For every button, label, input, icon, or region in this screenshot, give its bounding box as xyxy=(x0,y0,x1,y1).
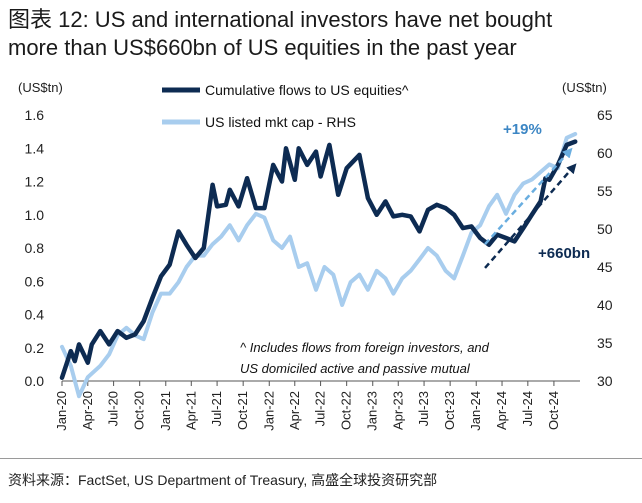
right-tick-label: 40 xyxy=(597,297,613,313)
trend-arrow-mkt-cap xyxy=(484,147,573,246)
source-note: 资料来源：FactSet, US Department of Treasury,… xyxy=(8,472,438,488)
x-tick-label: Jul-21 xyxy=(209,391,224,426)
trend-arrow-flows xyxy=(484,163,577,269)
left-tick-label: 1.0 xyxy=(25,207,45,223)
x-tick-label: Oct-24 xyxy=(546,391,561,430)
chart-title-line-2: more than US$660bn of US equities in the… xyxy=(8,35,517,60)
left-tick-label: 0.0 xyxy=(25,373,45,389)
source-divider xyxy=(0,458,642,459)
line-chart: (US$tn) (US$tn) 0.0 0.2 0.4 0.6 0.8 1.0 1.2 1.4… xyxy=(18,80,613,431)
x-tick-label: Jan-24 xyxy=(468,391,483,431)
footnote-line-2: US domiciled active and passive mutual xyxy=(240,361,471,376)
trend-arrows xyxy=(484,147,577,269)
x-tick-label: Oct-22 xyxy=(339,391,354,430)
right-tick-label: 35 xyxy=(597,335,613,351)
right-axis-ticks: 30 35 40 45 50 55 60 65 xyxy=(597,107,613,389)
left-axis-unit: (US$tn) xyxy=(18,80,63,95)
x-tick-label: Jan-21 xyxy=(158,391,173,431)
x-tick-label: Oct-23 xyxy=(442,391,457,430)
right-tick-label: 65 xyxy=(597,107,613,123)
x-tick-label: Apr-21 xyxy=(183,391,198,430)
footnote-line-1: ^ Includes flows from foreign investors,… xyxy=(240,340,490,355)
annotation-plus-19-percent: +19% xyxy=(503,121,542,138)
left-tick-label: 1.4 xyxy=(25,140,45,156)
series-layer xyxy=(59,132,578,399)
x-tick-label: Apr-22 xyxy=(287,391,302,430)
right-tick-label: 45 xyxy=(597,259,613,275)
right-tick-label: 50 xyxy=(597,221,613,237)
chart-title-line-1: 图表 12: US and international investors ha… xyxy=(8,7,553,32)
legend-label-cumulative-flows: Cumulative flows to US equities^ xyxy=(205,82,409,98)
x-axis: Jan-20 Apr-20 Jul-20 Oct-20 Jan-21 Apr-21 Jul-… xyxy=(54,380,580,431)
x-tick-label: Jul-22 xyxy=(313,391,328,426)
left-axis-ticks: 0.0 0.2 0.4 0.6 0.8 1.0 1.2 1.4 1.6 xyxy=(25,107,45,389)
left-tick-label: 0.2 xyxy=(25,340,45,356)
x-tick-label: Jul-24 xyxy=(520,391,535,426)
x-tick-label: Jan-23 xyxy=(365,391,380,431)
left-tick-label: 1.6 xyxy=(25,107,45,123)
left-tick-label: 0.4 xyxy=(25,307,45,323)
left-tick-label: 1.2 xyxy=(25,174,45,190)
legend-label-mkt-cap: US listed mkt cap - RHS xyxy=(205,114,356,130)
x-tick-label: Oct-21 xyxy=(235,391,250,430)
right-tick-label: 55 xyxy=(597,183,613,199)
left-tick-label: 0.8 xyxy=(25,240,45,256)
x-tick-label: Apr-23 xyxy=(390,391,405,430)
right-axis-unit: (US$tn) xyxy=(562,80,607,95)
series-line-mkt-cap xyxy=(60,132,578,399)
x-tick-label: Jan-22 xyxy=(261,391,276,431)
series-line-cumulative-flows xyxy=(59,139,578,380)
chart-title: 图表 12: US and international investors ha… xyxy=(8,6,638,62)
x-tick-label: Apr-20 xyxy=(80,391,95,430)
x-tick-label: Jan-20 xyxy=(54,391,69,431)
x-tick-label: Oct-20 xyxy=(132,391,147,430)
left-tick-label: 0.6 xyxy=(25,273,45,289)
x-tick-label: Jul-23 xyxy=(416,391,431,426)
right-tick-label: 60 xyxy=(597,145,613,161)
legend: Cumulative flows to US equities^ US list… xyxy=(162,82,409,130)
x-tick-label: Apr-24 xyxy=(494,391,509,430)
x-tick-label: Jul-20 xyxy=(106,391,121,426)
right-tick-label: 30 xyxy=(597,373,613,389)
annotation-plus-660bn: +660bn xyxy=(538,245,590,262)
